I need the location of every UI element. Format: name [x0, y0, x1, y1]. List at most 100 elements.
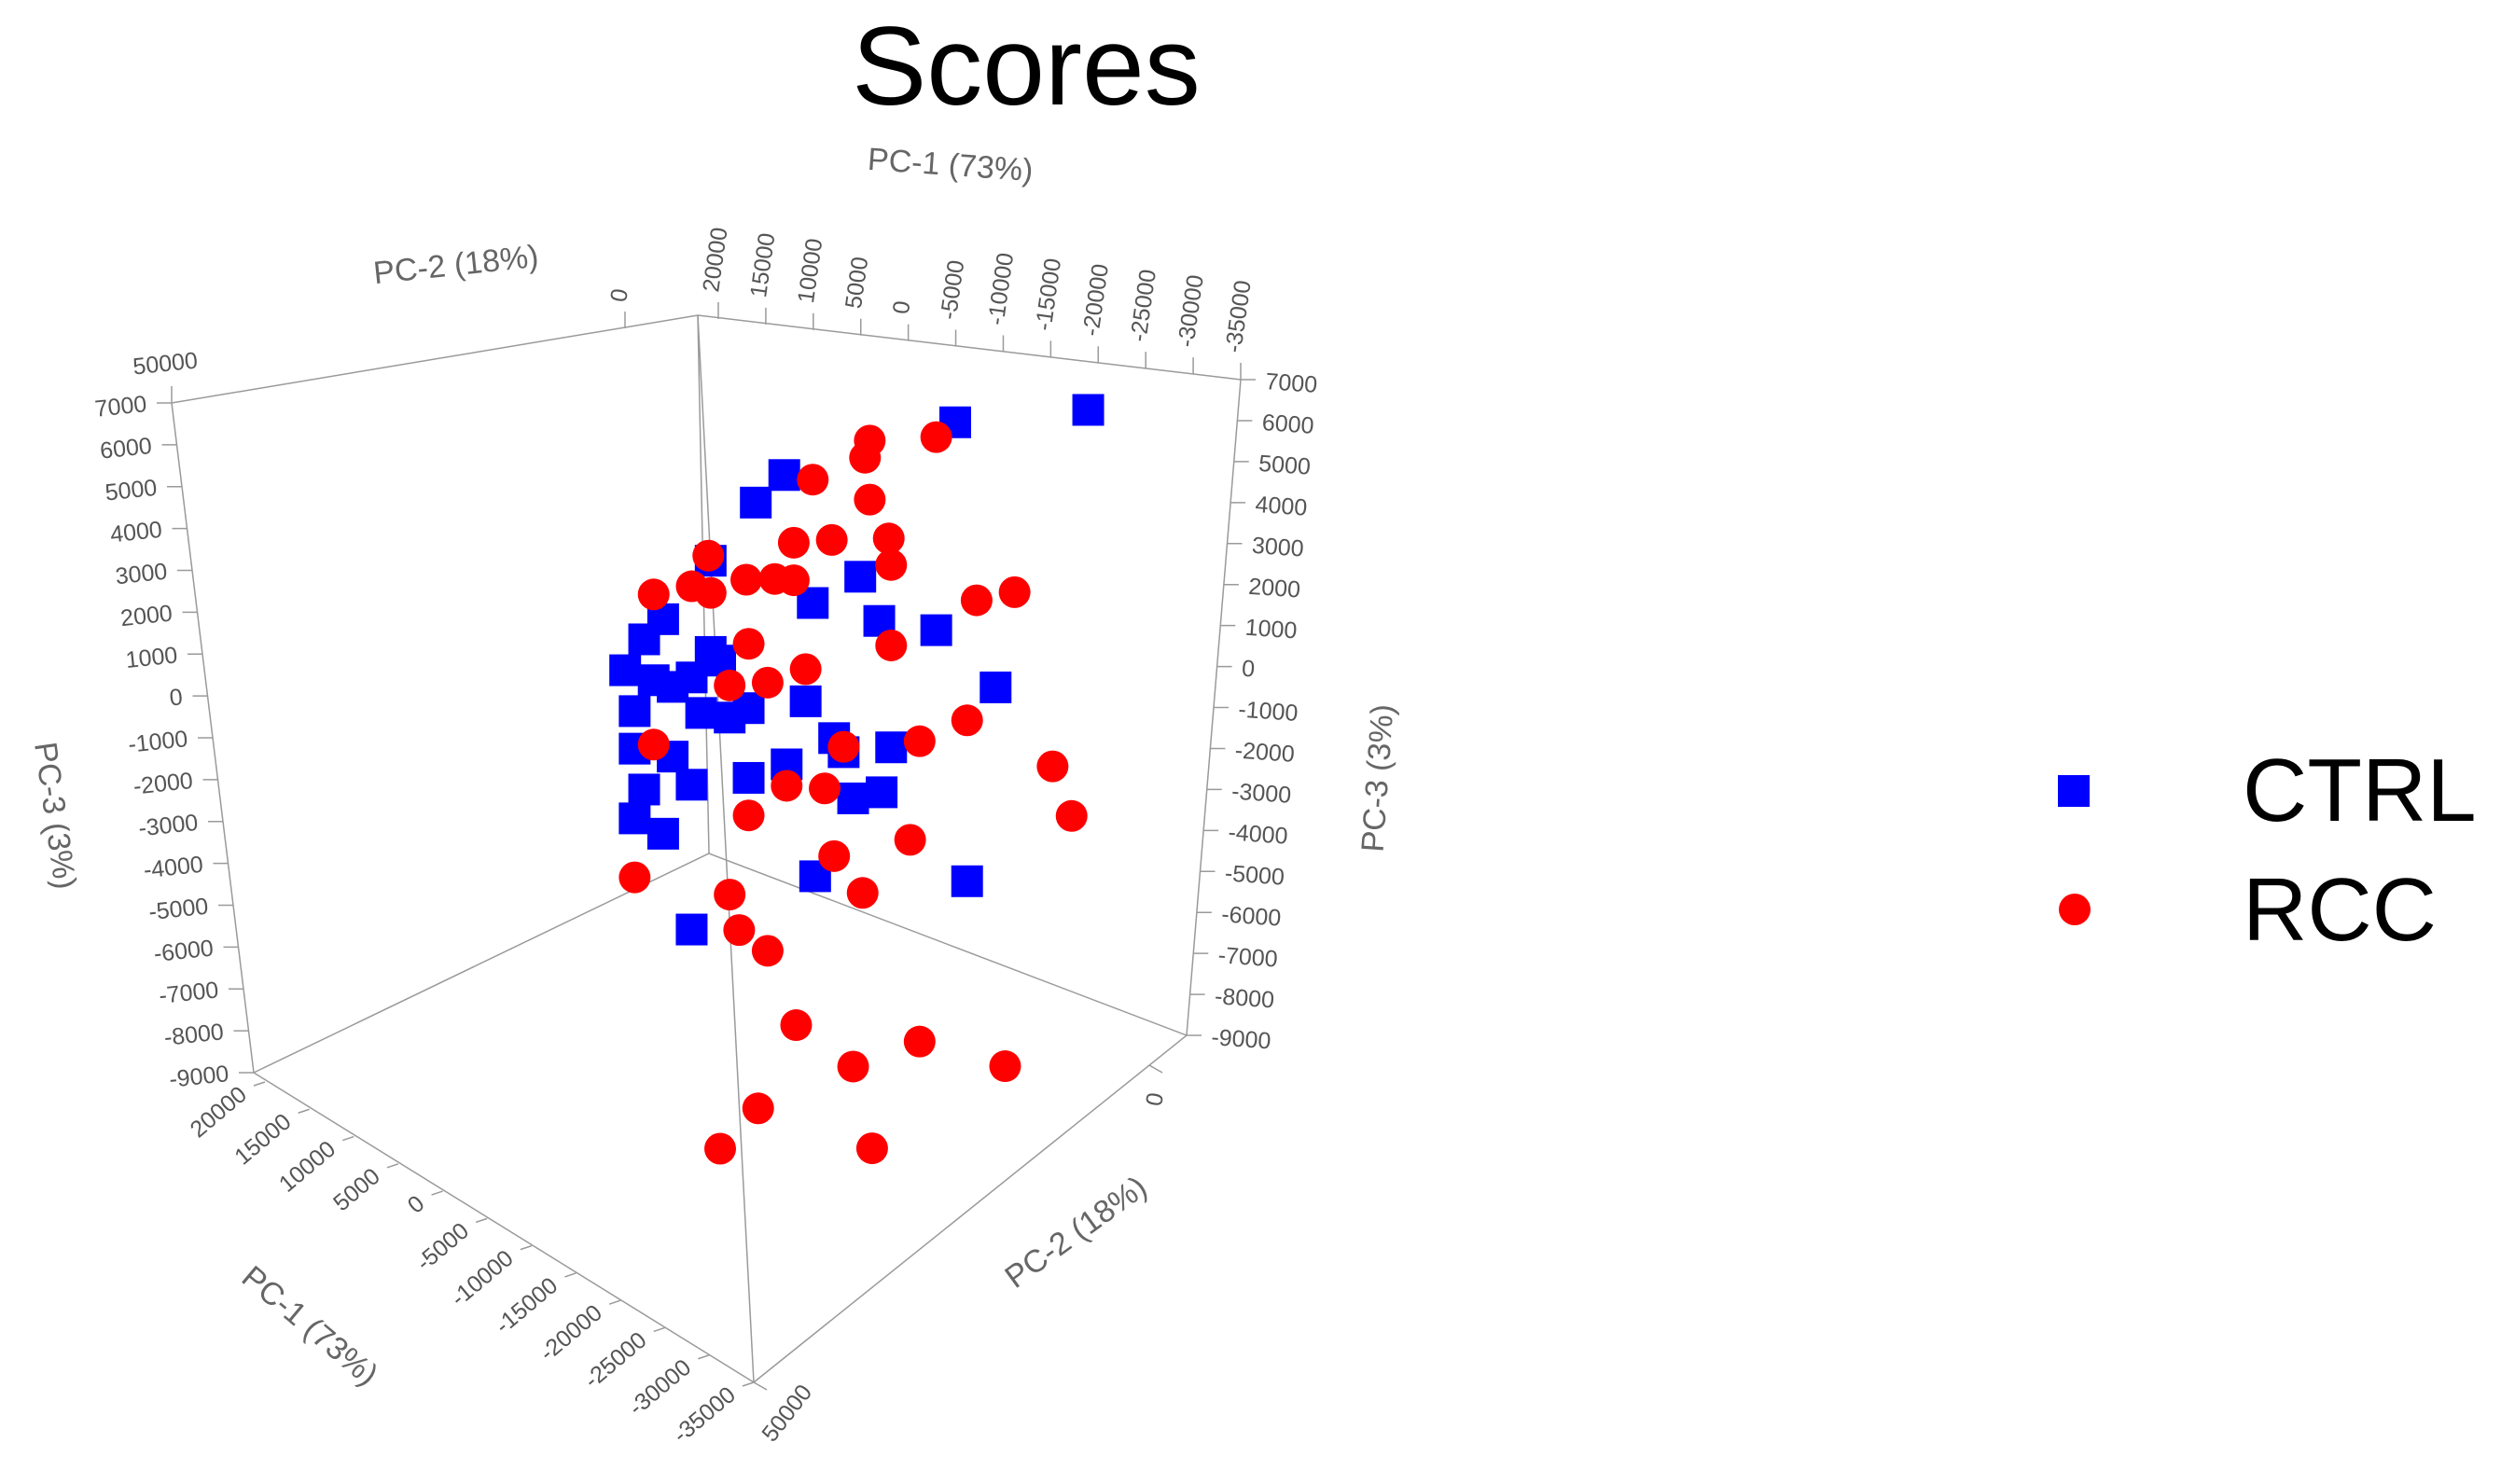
pc1-bottom-tick — [298, 1108, 310, 1114]
pc1-bottom-tick-label: -20000 — [535, 1299, 607, 1366]
pc2-front-axis — [753, 1034, 1188, 1383]
rcc-point — [872, 522, 905, 555]
legend-rcc-marker — [2059, 894, 2091, 925]
rcc-point — [894, 824, 926, 856]
pc1-front-axis — [253, 1072, 755, 1383]
pc1-bottom-tick-label: -5000 — [411, 1218, 474, 1277]
pc3-right-tick-label: -8000 — [1214, 983, 1275, 1013]
pc1-top-tick-label: 10000 — [793, 237, 827, 305]
pc1-bottom-tick — [475, 1217, 488, 1224]
rcc-point — [809, 772, 841, 805]
rcc-point — [730, 563, 762, 596]
rcc-point — [692, 539, 725, 572]
rcc-point — [815, 523, 848, 556]
pc1-bottom-tick — [742, 1381, 755, 1387]
ctrl-point — [844, 561, 877, 593]
pc3-right-tick-label: 6000 — [1261, 409, 1314, 439]
rcc-point — [818, 839, 851, 872]
pc3-left-axis-title: PC-3 (3%) — [27, 740, 83, 891]
pc2-top-axis-title: PC-2 (18%) — [372, 239, 541, 291]
pc3-left-tick-label: -3000 — [137, 810, 200, 842]
pc2-bottom-tick — [753, 1381, 768, 1391]
pc1-bottom-tick — [342, 1135, 354, 1142]
rcc-point — [989, 1050, 1021, 1083]
data-points — [609, 394, 1105, 1165]
rcc-point — [875, 548, 908, 581]
pc3-left-tick-label: -2000 — [132, 768, 195, 800]
rcc-point — [751, 935, 784, 967]
pc1-bottom-tick-label: -35000 — [668, 1381, 741, 1448]
rcc-point — [694, 576, 727, 609]
pc3-right-tick-label: 1000 — [1244, 615, 1298, 645]
ctrl-point — [732, 761, 765, 794]
rcc-point — [1055, 799, 1088, 832]
pc1-top-tick-label: -25000 — [1125, 268, 1161, 343]
pc3-left-tick-label: 7000 — [93, 391, 147, 423]
pc1-bottom-tick — [608, 1299, 621, 1305]
pc1-bottom-tick-label: -15000 — [491, 1272, 563, 1338]
pc3-right-tick-label: -1000 — [1238, 697, 1299, 727]
pc1-bottom-tick — [564, 1272, 577, 1278]
legend-ctrl-marker — [2058, 775, 2090, 807]
pc3-right-tick-label: 7000 — [1265, 368, 1318, 398]
pc3-right-tick-label: -7000 — [1217, 942, 1279, 972]
pc3-right-tick-label: 0 — [1241, 656, 1256, 683]
ctrl-point — [740, 486, 772, 519]
rcc-point — [732, 799, 765, 832]
pc3-left-tick-label: -8000 — [163, 1019, 226, 1051]
pc1-top-tick-label: -20000 — [1077, 262, 1114, 338]
ctrl-point — [951, 865, 983, 897]
pc3-right-tick-label: -2000 — [1234, 737, 1296, 767]
ctrl-point — [685, 697, 717, 729]
pc1-bottom-tick — [386, 1163, 399, 1169]
rcc-point — [771, 770, 803, 802]
pc3-right-tick-label: 5000 — [1257, 451, 1311, 480]
rcc-point — [1036, 750, 1069, 783]
pc3-left-tick-label: 0 — [168, 684, 184, 711]
pc1-bottom-tick-label: 20000 — [186, 1081, 252, 1143]
rcc-point — [732, 628, 765, 660]
axis-ticks: 7000 7000 6000 6000 5000 5000 4000 4000 3000 3000… — [93, 226, 1318, 1449]
pc3-left-tick-label: 6000 — [99, 433, 153, 465]
pc3-left-tick-label: -9000 — [168, 1061, 230, 1093]
pc1-bottom-tick — [698, 1354, 710, 1360]
legend-ctrl-label: CTRL — [2243, 741, 2477, 840]
pc3-right-tick-label: -6000 — [1220, 901, 1282, 931]
rcc-point — [742, 1092, 774, 1125]
rcc-point — [960, 584, 993, 617]
rcc-point — [846, 877, 879, 909]
pc1-top-tick-label: -30000 — [1173, 273, 1209, 349]
rcc-point — [797, 464, 829, 496]
pc1-top-tick-label: -15000 — [1031, 257, 1067, 332]
pc1-top-tick-label: 20000 — [698, 226, 732, 294]
ctrl-point — [609, 654, 642, 687]
ctrl-point — [618, 802, 651, 835]
pc1-bottom-tick-label: -25000 — [579, 1327, 652, 1394]
ctrl-point — [618, 695, 651, 728]
pc3-right-tick-label: -5000 — [1224, 860, 1285, 890]
pc1-bottom-tick-label: 0 — [403, 1190, 430, 1218]
pc3-right-tick-label: -4000 — [1228, 819, 1289, 849]
legend: CTRL RCC — [2058, 741, 2477, 960]
pc1-top-tick-label: 5000 — [841, 256, 873, 311]
pc3-right-tick-label: 4000 — [1255, 492, 1308, 521]
rcc-point — [637, 578, 670, 611]
pc1-bottom-tick-label: 15000 — [229, 1108, 296, 1170]
pc2-top-tick-label: 0 — [605, 286, 633, 304]
rcc-point — [714, 669, 746, 701]
pc3-left-tick-label: 3000 — [114, 559, 168, 590]
rcc-point — [837, 1050, 869, 1083]
pc1-bottom-tick-label: -30000 — [624, 1354, 697, 1421]
ctrl-point — [980, 671, 1012, 703]
rcc-point — [849, 441, 882, 474]
ctrl-point — [866, 776, 898, 809]
ctrl-point — [768, 459, 800, 492]
pc1-top-tick-label: 15000 — [745, 231, 780, 299]
rcc-point — [903, 725, 936, 757]
pc3-left-tick-label: -4000 — [143, 852, 205, 884]
pc1-bottom-tick — [520, 1244, 533, 1251]
pc1-bottom-tick-label: 5000 — [328, 1163, 385, 1216]
rcc-point — [951, 704, 983, 737]
